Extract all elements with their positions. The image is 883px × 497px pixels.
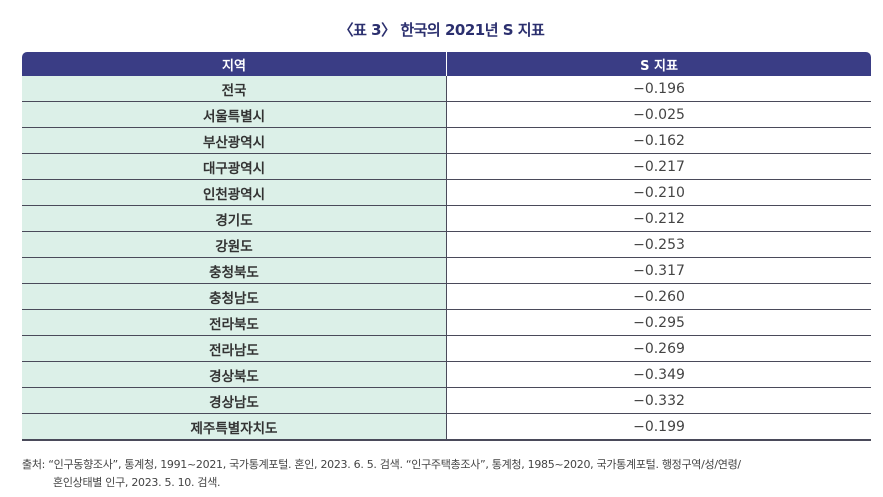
table-row: 인천광역시 −0.210 bbox=[22, 179, 871, 206]
table-row: 전국 −0.196 bbox=[22, 76, 871, 102]
value-cell: −0.162 bbox=[446, 127, 871, 154]
value-cell: −0.196 bbox=[446, 76, 871, 102]
header-region: 지역 bbox=[22, 52, 447, 76]
region-cell: 충청남도 bbox=[22, 283, 447, 310]
table-header-row: 지역 S 지표 bbox=[22, 52, 871, 76]
value-cell: −0.332 bbox=[446, 387, 871, 414]
table-row: 서울특별시 −0.025 bbox=[22, 101, 871, 128]
header-s-index: S 지표 bbox=[446, 52, 871, 76]
table-row: 전라남도 −0.269 bbox=[22, 335, 871, 362]
table-row: 경상남도 −0.332 bbox=[22, 387, 871, 414]
region-cell: 대구광역시 bbox=[22, 153, 447, 180]
value-cell: −0.210 bbox=[446, 179, 871, 206]
source-line-2: 혼인상태별 인구, 2023. 5. 10. 검색. bbox=[53, 476, 221, 489]
value-cell: −0.217 bbox=[446, 153, 871, 180]
region-cell: 부산광역시 bbox=[22, 127, 447, 154]
source-line-1: 출처: “인구동향조사”, 통계청, 1991~2021, 국가통계포털. 혼인… bbox=[22, 458, 741, 471]
table-row: 충청북도 −0.317 bbox=[22, 257, 871, 284]
region-cell: 경상북도 bbox=[22, 361, 447, 388]
table-row: 제주특별자치도 −0.199 bbox=[22, 413, 871, 441]
region-cell: 제주특별자치도 bbox=[22, 413, 447, 441]
table-title: 〈표 3〉 한국의 2021년 S 지표 bbox=[338, 21, 545, 39]
region-cell: 전라남도 bbox=[22, 335, 447, 362]
value-cell: −0.317 bbox=[446, 257, 871, 284]
table-row: 강원도 −0.253 bbox=[22, 231, 871, 258]
value-cell: −0.269 bbox=[446, 335, 871, 362]
value-cell: −0.199 bbox=[446, 413, 871, 441]
region-cell: 경상남도 bbox=[22, 387, 447, 414]
table-row: 전라북도 −0.295 bbox=[22, 309, 871, 336]
table-row: 충청남도 −0.260 bbox=[22, 283, 871, 310]
value-cell: −0.212 bbox=[446, 205, 871, 232]
region-cell: 서울특별시 bbox=[22, 101, 447, 128]
region-cell: 충청북도 bbox=[22, 257, 447, 284]
value-cell: −0.260 bbox=[446, 283, 871, 310]
source-note: 출처: “인구동향조사”, 통계청, 1991~2021, 국가통계포털. 혼인… bbox=[22, 456, 867, 492]
table-row: 대구광역시 −0.217 bbox=[22, 153, 871, 180]
region-cell: 전라북도 bbox=[22, 309, 447, 336]
region-cell: 경기도 bbox=[22, 205, 447, 232]
s-index-table: 지역 S 지표 전국 −0.196 서울특별시 −0.025 부산광역시 −0.162… bbox=[22, 52, 871, 441]
region-cell: 전국 bbox=[22, 76, 447, 102]
value-cell: −0.025 bbox=[446, 101, 871, 128]
value-cell: −0.295 bbox=[446, 309, 871, 336]
table-row: 경기도 −0.212 bbox=[22, 205, 871, 232]
value-cell: −0.349 bbox=[446, 361, 871, 388]
table-row: 경상북도 −0.349 bbox=[22, 361, 871, 388]
region-cell: 강원도 bbox=[22, 231, 447, 258]
value-cell: −0.253 bbox=[446, 231, 871, 258]
region-cell: 인천광역시 bbox=[22, 179, 447, 206]
table-row: 부산광역시 −0.162 bbox=[22, 127, 871, 154]
